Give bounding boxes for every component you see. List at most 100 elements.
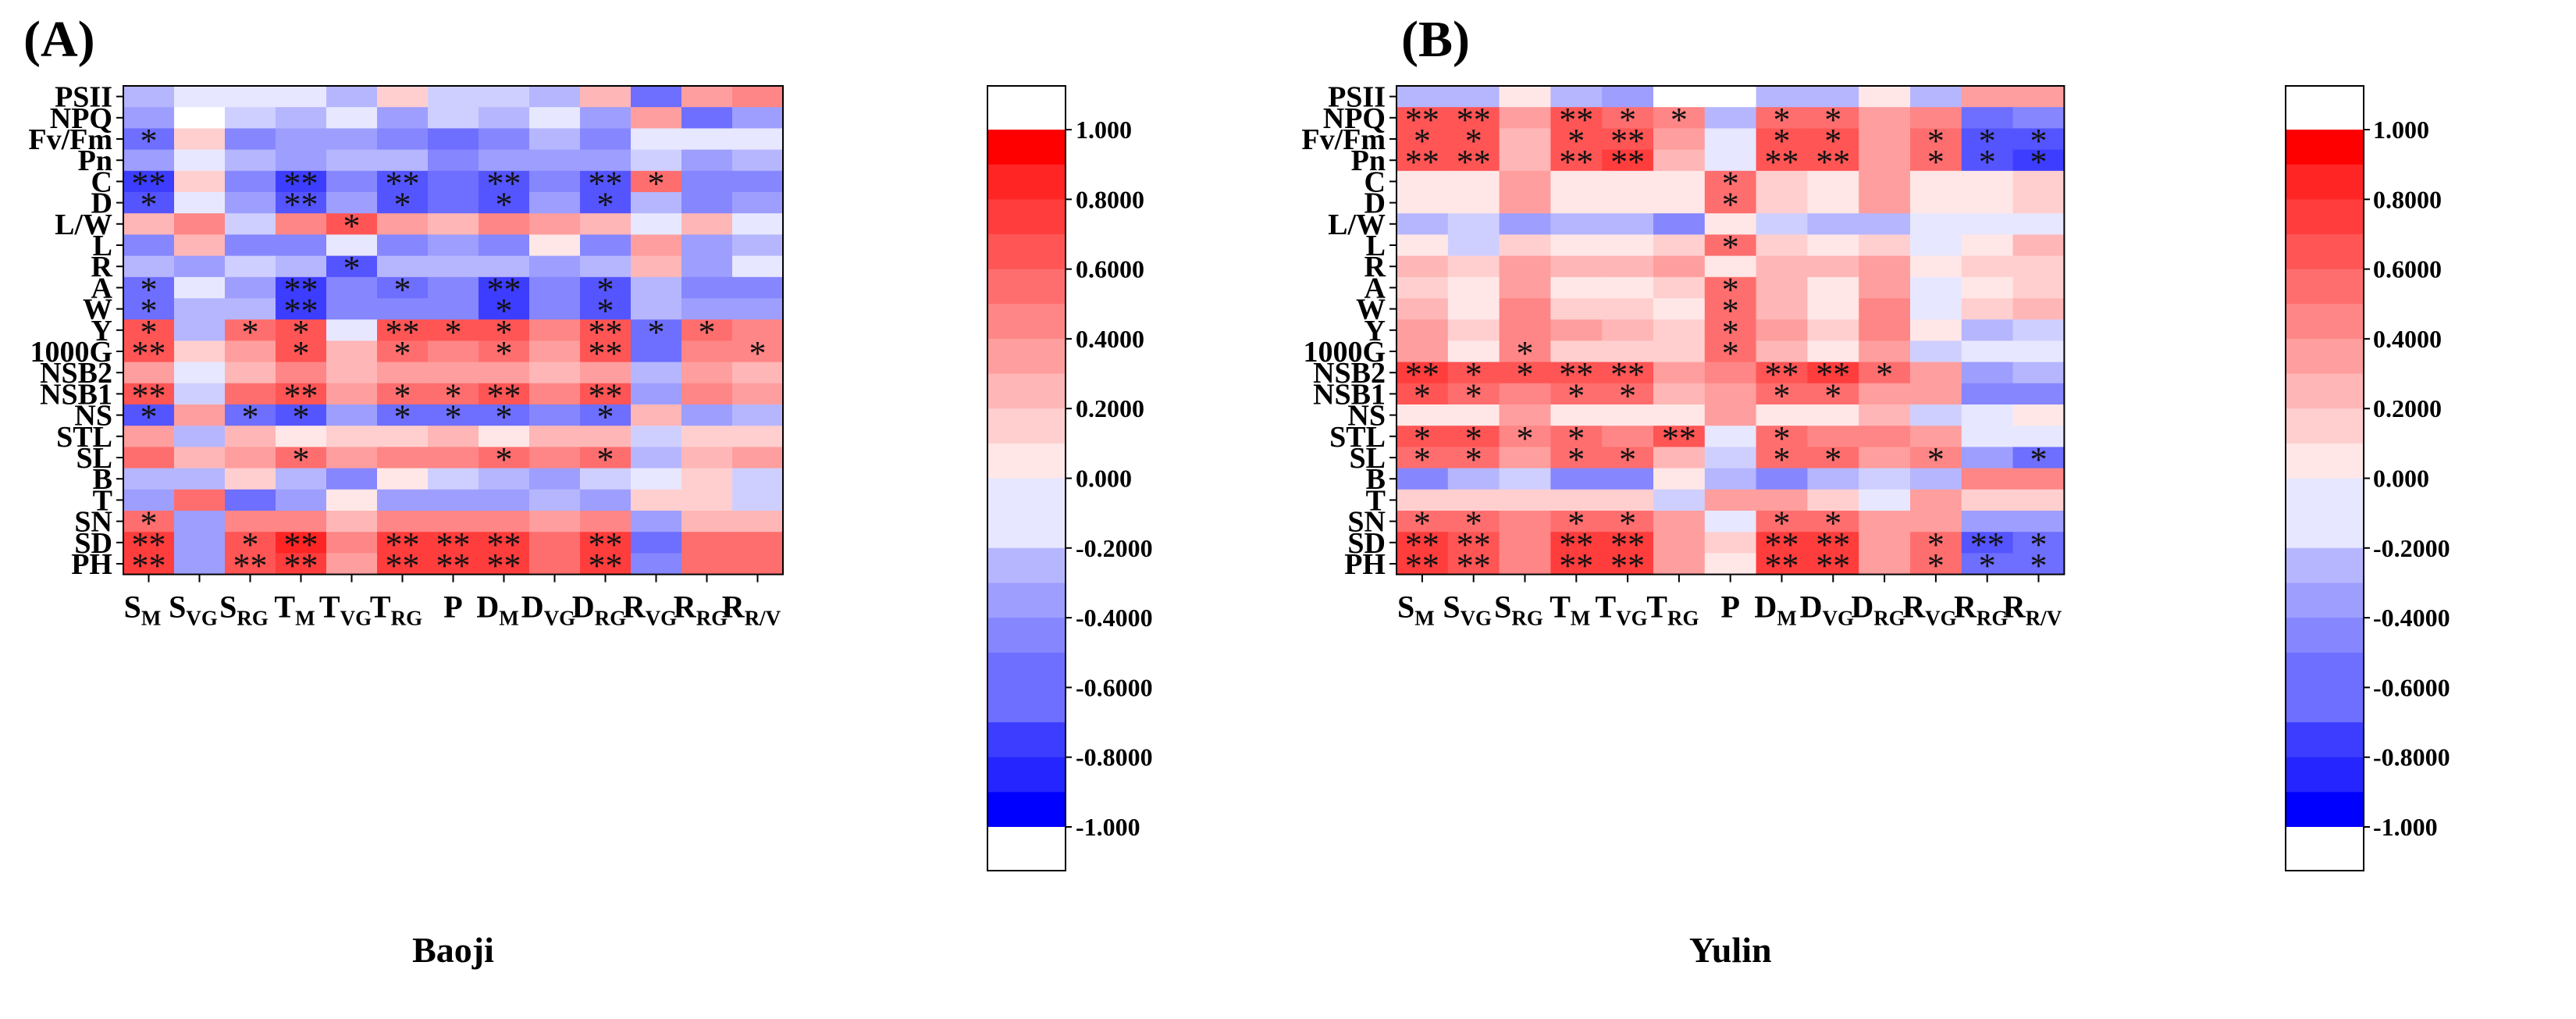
column-label: TRG <box>370 590 422 630</box>
heatmap-cell <box>479 426 530 447</box>
colorbar-step <box>2286 652 2364 688</box>
column-label: RRG <box>674 590 728 630</box>
heatmap-cell <box>1859 298 1911 320</box>
column-label: TVG <box>319 590 372 630</box>
heatmap-cell <box>1859 319 1911 341</box>
heatmap-cell <box>174 234 226 257</box>
heatmap-cell <box>1961 213 2014 235</box>
heatmap-cell <box>732 468 784 490</box>
heatmap-cell <box>1961 128 2014 151</box>
heatmap-cell <box>326 511 378 533</box>
significance-mark: * <box>1927 440 1944 479</box>
heatmap-cell <box>276 170 327 193</box>
heatmap-cell <box>174 319 226 341</box>
heatmap-cell <box>377 362 429 384</box>
heatmap-cell <box>1910 298 1962 320</box>
heatmap-cell <box>1499 404 1551 426</box>
heatmap-cell <box>1859 447 1911 469</box>
heatmap-cell <box>276 213 327 235</box>
heatmap-cell <box>580 511 632 533</box>
heatmap-cell <box>326 298 378 320</box>
row-label: W <box>1356 294 1386 326</box>
column-label: SRG <box>1494 590 1543 630</box>
heatmap-cell <box>1397 426 1449 447</box>
colorbar-step <box>2286 373 2364 409</box>
significance-mark: ** <box>386 164 420 202</box>
heatmap-cell <box>1704 426 1757 447</box>
significance-mark: * <box>1824 504 1841 543</box>
heatmap-cell <box>1961 170 2014 193</box>
heatmap-cell <box>732 128 784 151</box>
heatmap-cell <box>1961 532 2014 554</box>
heatmap-cell <box>276 511 327 533</box>
heatmap-cell <box>631 86 682 108</box>
column-label: DM <box>476 590 518 630</box>
heatmap-cell <box>1447 383 1500 405</box>
heatmap-cell <box>1550 86 1603 108</box>
significance-mark: * <box>1619 376 1636 415</box>
colorbar-step <box>2286 233 2364 270</box>
heatmap-cell <box>174 213 226 235</box>
heatmap-cell <box>681 192 733 214</box>
heatmap-cell <box>123 511 175 533</box>
significance-mark: ** <box>1405 101 1439 139</box>
heatmap-cell <box>123 128 175 151</box>
heatmap-cell <box>1499 383 1551 405</box>
colorbar-tick-label: -0.6000 <box>2373 673 2450 701</box>
row-label: SD <box>1347 527 1386 560</box>
column-label-subscript: VG <box>186 607 218 630</box>
heatmap-cell <box>1807 149 1859 172</box>
significance-mark: * <box>445 398 462 436</box>
heatmap-cell <box>1397 86 1449 108</box>
significance-mark: * <box>1774 504 1791 543</box>
heatmap-cell <box>123 553 175 575</box>
heatmap-cell <box>1550 532 1603 554</box>
heatmap-cell <box>1756 553 1808 575</box>
significance-mark: * <box>394 270 411 308</box>
row-label: A <box>1364 272 1386 305</box>
heatmap-cell <box>580 404 632 426</box>
column-label-subscript: VG <box>1461 607 1493 630</box>
significance-mark: * <box>1567 122 1585 160</box>
heatmap-cell <box>681 447 733 469</box>
heatmap-cell <box>1550 489 1603 511</box>
significance-mark: * <box>1979 143 1996 181</box>
heatmap-cell <box>1550 383 1603 405</box>
colorbar-step <box>987 547 1066 584</box>
significance-mark: * <box>1414 122 1431 160</box>
heatmap-cell <box>1550 107 1603 129</box>
column-label-subscript: RG <box>391 607 423 630</box>
significance-mark: * <box>242 526 259 564</box>
heatmap-cell <box>1910 489 1962 511</box>
heatmap-cell <box>1961 234 2014 257</box>
significance-mark: ** <box>1610 143 1645 181</box>
heatmap-cell <box>1807 340 1859 363</box>
column-label: SM <box>1397 590 1435 630</box>
heatmap-cell <box>1807 276 1859 299</box>
heatmap-cell <box>428 86 479 108</box>
heatmap-cell <box>732 170 784 193</box>
heatmap-cell <box>428 319 479 341</box>
heatmap-cell <box>1859 362 1911 384</box>
heatmap-cell <box>732 426 784 447</box>
colorbar-step <box>2286 443 2364 479</box>
column-label: DVG <box>521 590 575 630</box>
heatmap-cell <box>428 383 479 405</box>
significance-mark: * <box>1465 440 1482 479</box>
heatmap-cell <box>1910 128 1962 151</box>
heatmap-cell <box>123 340 175 363</box>
heatmap-cell <box>326 192 378 214</box>
heatmap-cell <box>326 234 378 257</box>
heatmap-cell <box>681 362 733 384</box>
heatmap-cell <box>732 319 784 341</box>
panel-label: (A) <box>23 11 95 68</box>
heatmap-cell <box>2012 553 2065 575</box>
colorbar-step <box>987 618 1066 654</box>
heatmap-cell <box>1910 255 1962 278</box>
heatmap-cell <box>631 319 682 341</box>
heatmap-cell <box>1397 170 1449 193</box>
heatmap-cell <box>123 426 175 447</box>
heatmap-cell <box>681 276 733 299</box>
heatmap-cell <box>1499 468 1551 490</box>
significance-mark: * <box>1465 122 1482 160</box>
